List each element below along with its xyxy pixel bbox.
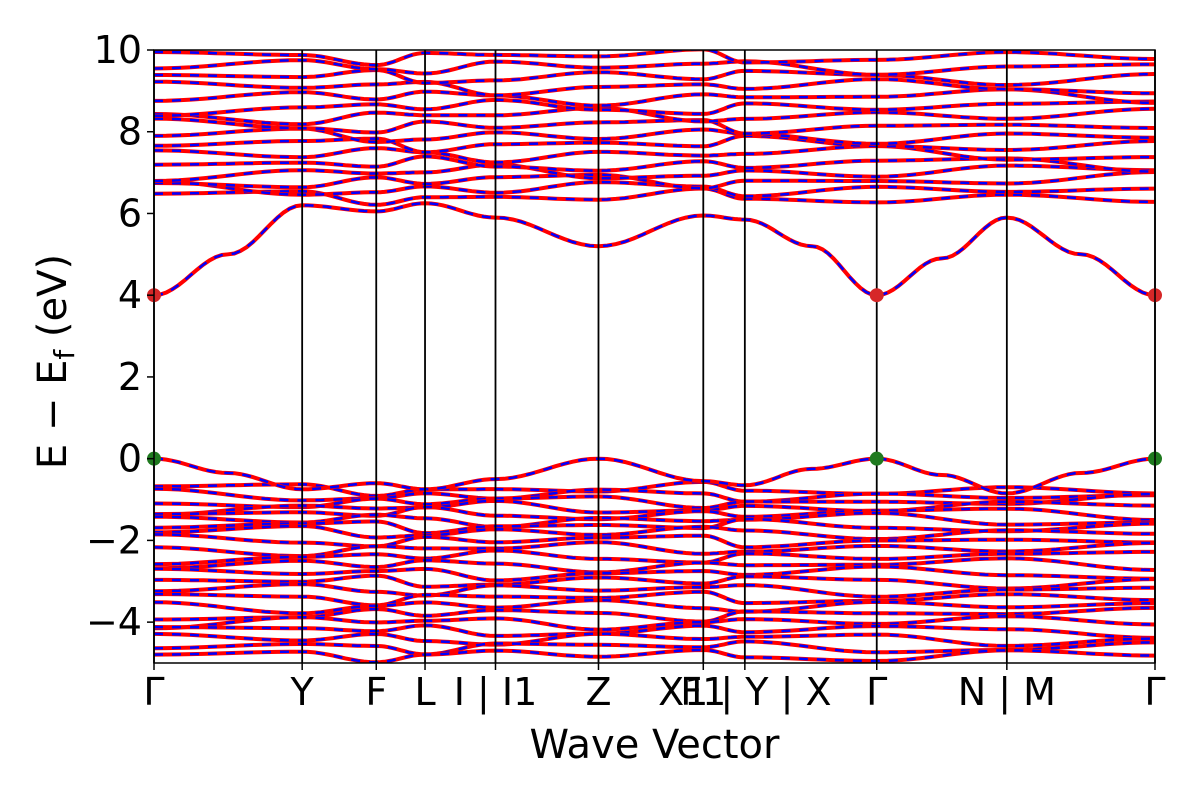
- valence-band-line-blue: [154, 582, 1155, 598]
- conduction-band-line-blue: [154, 50, 1155, 67]
- x-tick-label: F: [365, 670, 387, 714]
- vbm-marker: [869, 451, 884, 466]
- conduction-band-line-blue: [154, 163, 1155, 183]
- conduction-band-line-blue: [154, 179, 1155, 198]
- valence-band-line-blue: [154, 598, 1155, 615]
- conduction-band-line-blue: [154, 170, 1155, 190]
- y-tick-label: 10: [94, 28, 142, 72]
- band-edge-markers: [147, 288, 1162, 466]
- y-title-subscript: f: [48, 349, 81, 360]
- x-tick-label: Γ: [1144, 670, 1165, 714]
- y-tick-label: 2: [118, 355, 142, 399]
- conduction-band-line-blue: [154, 106, 1155, 126]
- conduction-band-minimum-blue: [154, 202, 1155, 297]
- x-tick-label: Γ: [143, 670, 164, 714]
- y-tick-label: −2: [86, 518, 142, 562]
- plot-frame: [153, 49, 1156, 664]
- conduction-band-line-blue: [154, 144, 1155, 164]
- valence-band-line-blue: [154, 590, 1155, 607]
- conduction-band-line-blue: [154, 187, 1155, 207]
- y-title-main: E − E: [30, 360, 76, 470]
- y-tick-label: −4: [86, 600, 142, 644]
- valence-band-line-blue: [154, 540, 1155, 558]
- conduction-band-line-blue: [154, 127, 1155, 146]
- valence-band-line-blue: [154, 480, 1155, 498]
- y-tick-label: 0: [118, 437, 142, 481]
- y-tick-label: 6: [118, 191, 142, 235]
- valence-band-line-blue: [154, 524, 1155, 541]
- conduction-band-line-red: [154, 50, 1155, 68]
- bands-layer: [154, 50, 1155, 663]
- y-tick-label: 8: [118, 110, 142, 154]
- valence-band-line-blue: [154, 648, 1155, 663]
- x-tick-label: Y: [290, 670, 315, 714]
- y-tick-label: 4: [118, 273, 142, 317]
- valence-band-line-blue: [154, 614, 1155, 631]
- cbm-marker: [869, 288, 884, 303]
- conduction-band-line-blue: [154, 117, 1155, 135]
- y-title-unit: (eV): [30, 254, 76, 350]
- x-tick-label: N | M: [958, 670, 1056, 715]
- valence-band-line-blue: [154, 492, 1155, 510]
- x-tick-label: I | I1: [454, 670, 538, 715]
- conduction-band-line-blue: [154, 88, 1155, 107]
- x-tick-label: Γ: [866, 670, 887, 714]
- x-tick-label: L: [414, 670, 435, 714]
- conduction-band-line-red: [154, 133, 1155, 155]
- x-tick-label: Z: [585, 670, 611, 714]
- y-axis: −4 −2 0 2 4 6 8 10: [86, 28, 154, 644]
- x-axis-title: Wave Vector: [530, 722, 781, 768]
- conduction-band-line-blue: [154, 58, 1155, 77]
- y-axis-title: E − Ef (eV): [30, 254, 81, 469]
- valence-band-line-blue: [154, 511, 1155, 529]
- x-tick-label: X1 | Y | X: [658, 670, 831, 715]
- x-tick-label: F1: [680, 670, 726, 714]
